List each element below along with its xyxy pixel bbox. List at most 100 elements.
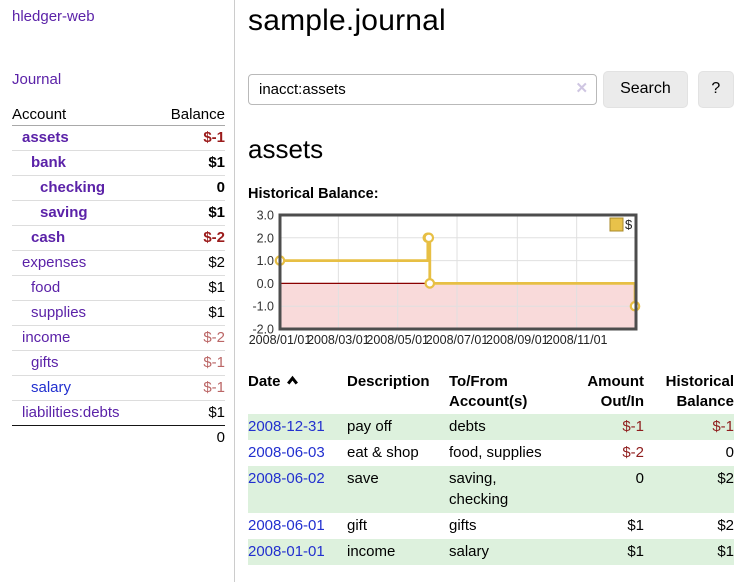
accounts-header-row: Account Balance bbox=[12, 104, 225, 126]
account-balance: $2 bbox=[208, 254, 225, 271]
x-axis-tick-label: 2008/03/01 bbox=[307, 333, 370, 347]
account-link[interactable]: liabilities:debts bbox=[22, 404, 120, 421]
account-link[interactable]: expenses bbox=[22, 254, 87, 271]
transaction-date-link[interactable]: 2008-01-01 bbox=[248, 543, 325, 560]
account-balance: $1 bbox=[208, 279, 225, 296]
account-row: checking 0 bbox=[12, 175, 225, 201]
account-link[interactable]: checking bbox=[40, 179, 106, 196]
account-link[interactable]: assets bbox=[22, 129, 69, 146]
account-row: salary $-1 bbox=[12, 375, 225, 401]
account-row: income $-2 bbox=[12, 325, 225, 351]
accounts-table: Account Balance assets $-1 bank $1 checking 0… bbox=[12, 104, 225, 450]
transaction-balance: $1 bbox=[717, 543, 734, 560]
account-row: liabilities:debts $1 bbox=[12, 400, 225, 426]
accounts-total-row: 0 bbox=[12, 425, 225, 451]
register-row[interactable]: 2008-06-03 eat & shop food, supplies $-2 0 bbox=[248, 440, 734, 466]
sidebar-nav: Journal bbox=[12, 71, 224, 88]
transaction-description: gift bbox=[347, 517, 368, 534]
transaction-amount: $1 bbox=[627, 543, 644, 560]
account-balance: $1 bbox=[208, 404, 225, 421]
account-row: bank $1 bbox=[12, 150, 225, 176]
account-balance: $-2 bbox=[203, 229, 225, 246]
x-axis-tick-label: 2008/07/01 bbox=[426, 333, 489, 347]
legend-swatch bbox=[609, 217, 624, 232]
transaction-accounts: debts bbox=[449, 418, 486, 435]
y-axis-tick-label: 1.0 bbox=[257, 254, 274, 268]
account-row: expenses $2 bbox=[12, 250, 225, 276]
y-axis-tick-label: 0.0 bbox=[257, 277, 274, 291]
transaction-date-link[interactable]: 2008-06-01 bbox=[248, 517, 325, 534]
x-axis-tick-label: 2008/01/01 bbox=[249, 333, 312, 347]
search-button[interactable]: Search bbox=[603, 70, 688, 108]
transaction-accounts: saving, checking bbox=[449, 470, 509, 508]
transaction-balance: $-1 bbox=[712, 418, 734, 435]
register-row[interactable]: 2008-01-01 income salary $1 $1 bbox=[248, 539, 734, 565]
sidebar: hledger-web Journal Account Balance asse… bbox=[0, 0, 235, 582]
register-header-amount: Amount Out/In bbox=[587, 373, 644, 410]
app-title-link[interactable]: hledger-web bbox=[12, 8, 95, 25]
transaction-accounts: salary bbox=[449, 543, 490, 560]
x-axis-tick-label: 2008/05/01 bbox=[366, 333, 429, 347]
transaction-amount: 0 bbox=[635, 470, 644, 487]
account-link[interactable]: income bbox=[22, 329, 71, 346]
account-balance: $-1 bbox=[203, 354, 225, 371]
chart-canvas: $3.0 2.0 1.0 0.0 -1.0 -2.02008/01/012008/03/0… bbox=[249, 209, 641, 347]
accounts-header-balance: Balance bbox=[153, 104, 225, 126]
clear-search-icon[interactable]: ✕ bbox=[575, 79, 589, 97]
register-row[interactable]: 2008-06-01 gift gifts $1 $2 bbox=[248, 513, 734, 539]
transaction-amount: $-1 bbox=[622, 418, 644, 435]
transaction-description: income bbox=[347, 543, 396, 560]
register-row[interactable]: 2008-06-02 save saving, checking 0 $2 bbox=[248, 466, 734, 513]
y-axis-tick-label: -2.0 bbox=[252, 323, 274, 337]
account-link[interactable]: saving bbox=[40, 204, 88, 221]
account-link[interactable]: bank bbox=[31, 154, 67, 171]
chevron-up-icon bbox=[286, 375, 298, 385]
legend-label: $ bbox=[625, 217, 633, 232]
data-point-marker bbox=[423, 232, 435, 244]
account-row: food $1 bbox=[12, 275, 225, 301]
transaction-date-link[interactable]: 2008-12-31 bbox=[248, 418, 325, 435]
y-axis-tick-label: -1.0 bbox=[252, 300, 274, 314]
y-axis-tick-label: 3.0 bbox=[257, 210, 274, 223]
account-link[interactable]: gifts bbox=[31, 354, 59, 371]
chart-title: Historical Balance: bbox=[248, 186, 379, 202]
account-balance: 0 bbox=[216, 179, 225, 196]
transaction-accounts: food, supplies bbox=[449, 444, 542, 461]
page-title: sample.journal bbox=[248, 4, 446, 37]
accounts-total-balance: 0 bbox=[216, 429, 225, 446]
register-header-row: Date Description To/From Account(s) Amoun… bbox=[248, 370, 734, 414]
transaction-description: save bbox=[347, 470, 379, 487]
x-axis-tick-label: 2008/09/01 bbox=[486, 333, 549, 347]
account-row: gifts $-1 bbox=[12, 350, 225, 376]
transaction-date-link[interactable]: 2008-06-02 bbox=[248, 470, 325, 487]
transaction-description: eat & shop bbox=[347, 444, 419, 461]
account-link[interactable]: supplies bbox=[31, 304, 87, 321]
transaction-balance: $2 bbox=[717, 517, 734, 534]
account-link[interactable]: cash bbox=[31, 229, 66, 246]
register-row[interactable]: 2008-12-31 pay off debts $-1 $-1 bbox=[248, 414, 734, 440]
account-balance: $-1 bbox=[203, 379, 225, 396]
account-link[interactable]: salary bbox=[31, 379, 72, 396]
account-balance: $1 bbox=[208, 154, 225, 171]
accounts-table-body: assets $-1 bank $1 checking 0 saving $1 cash $-2 e… bbox=[12, 126, 225, 426]
register-header-date[interactable]: Date bbox=[248, 370, 347, 414]
plot-border bbox=[278, 213, 638, 331]
account-row: saving $1 bbox=[12, 200, 225, 226]
main-content: sample.journal ✕ Search ? assets Histori… bbox=[236, 0, 742, 582]
search-field-wrap: ✕ bbox=[248, 73, 598, 105]
account-link[interactable]: food bbox=[31, 279, 61, 296]
app-title: hledger-web bbox=[12, 8, 224, 25]
transaction-amount: $1 bbox=[627, 517, 644, 534]
help-button[interactable]: ? bbox=[697, 70, 734, 108]
account-balance: $1 bbox=[208, 204, 225, 221]
search-input[interactable] bbox=[248, 73, 598, 105]
transaction-accounts: gifts bbox=[449, 517, 477, 534]
register-table-body: 2008-12-31 pay off debts $-1 $-1 2008-06-03 ea… bbox=[248, 414, 734, 565]
transaction-date-link[interactable]: 2008-06-03 bbox=[248, 444, 325, 461]
account-balance: $1 bbox=[208, 304, 225, 321]
register-header-accounts: To/From Account(s) bbox=[449, 373, 528, 410]
register-table: Date Description To/From Account(s) Amoun… bbox=[248, 370, 734, 565]
account-balance: $-1 bbox=[203, 129, 225, 146]
data-point-marker bbox=[424, 278, 436, 289]
sidebar-item-journal[interactable]: Journal bbox=[12, 71, 62, 88]
